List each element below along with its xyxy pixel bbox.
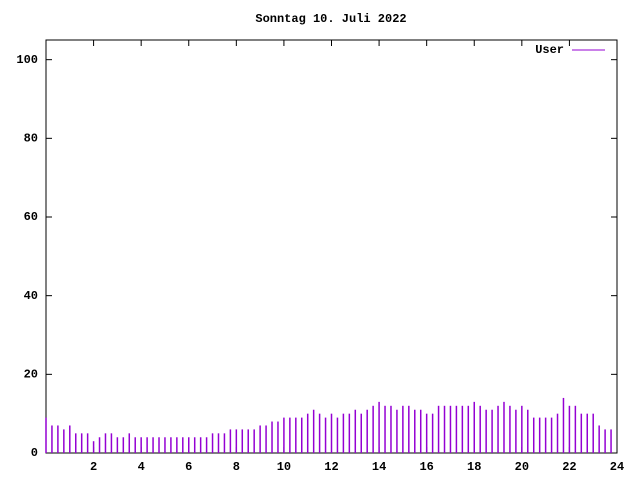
x-tick-label: 4: [138, 460, 145, 474]
x-tick-label: 24: [610, 460, 624, 474]
legend-label: User: [535, 43, 564, 57]
y-tick-label: 80: [24, 132, 38, 146]
y-tick-label: 60: [24, 210, 38, 224]
x-tick-label: 8: [233, 460, 240, 474]
chart-title: Sonntag 10. Juli 2022: [255, 12, 406, 26]
x-tick-label: 10: [277, 460, 291, 474]
x-tick-label: 14: [372, 460, 386, 474]
x-tick-label: 18: [467, 460, 481, 474]
y-tick-label: 40: [24, 289, 38, 303]
y-tick-label: 100: [16, 53, 38, 67]
x-tick-label: 6: [185, 460, 192, 474]
y-tick-label: 20: [24, 368, 38, 382]
x-tick-label: 22: [562, 460, 576, 474]
x-tick-label: 12: [324, 460, 338, 474]
x-tick-label: 2: [90, 460, 97, 474]
x-tick-label: 16: [419, 460, 433, 474]
y-tick-label: 0: [31, 446, 38, 460]
x-tick-label: 20: [515, 460, 529, 474]
